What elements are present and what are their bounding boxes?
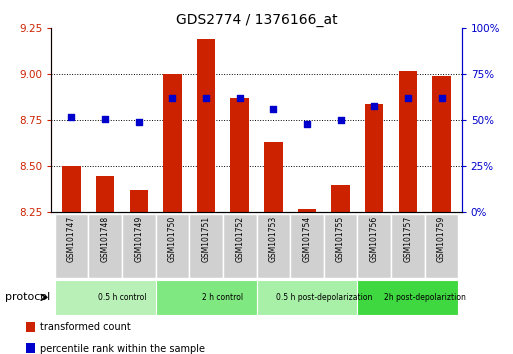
Text: GSM101757: GSM101757	[403, 216, 412, 262]
Point	[303, 121, 311, 127]
Point	[101, 116, 109, 121]
Bar	[155, 214, 189, 278]
Bar	[62, 166, 81, 212]
Text: GSM101751: GSM101751	[202, 216, 210, 262]
Text: transformed count: transformed count	[40, 322, 130, 332]
Text: percentile rank within the sample: percentile rank within the sample	[40, 344, 205, 354]
Bar	[189, 214, 223, 278]
Point	[134, 119, 143, 125]
Bar	[290, 214, 324, 278]
Bar	[324, 214, 358, 278]
Bar	[298, 209, 316, 212]
Bar	[26, 343, 35, 353]
Text: 0.5 h post-depolarization: 0.5 h post-depolarization	[275, 293, 372, 302]
Text: GSM101750: GSM101750	[168, 216, 177, 262]
Bar	[155, 280, 256, 315]
Text: GSM101755: GSM101755	[336, 216, 345, 262]
Text: GSM101754: GSM101754	[303, 216, 311, 262]
Text: 2 h control: 2 h control	[202, 293, 244, 302]
Point	[438, 96, 446, 101]
Bar	[264, 142, 283, 212]
Bar	[365, 104, 384, 212]
Text: 2h post-depolariztion: 2h post-depolariztion	[384, 293, 466, 302]
Text: protocol: protocol	[5, 292, 54, 302]
Text: 0.5 h control: 0.5 h control	[97, 293, 146, 302]
Point	[370, 103, 379, 108]
Bar	[230, 98, 249, 212]
Bar	[122, 214, 155, 278]
Bar	[129, 190, 148, 212]
Text: GSM101759: GSM101759	[437, 216, 446, 262]
Bar	[399, 71, 417, 212]
Bar	[358, 214, 391, 278]
Bar	[425, 214, 458, 278]
Text: GSM101753: GSM101753	[269, 216, 278, 262]
Text: GSM101748: GSM101748	[101, 216, 110, 262]
Point	[269, 107, 278, 112]
Point	[202, 96, 210, 101]
Bar	[96, 176, 114, 212]
Bar	[331, 185, 350, 212]
Text: GSM101747: GSM101747	[67, 216, 76, 262]
Bar	[223, 214, 256, 278]
Point	[168, 96, 176, 101]
Point	[404, 96, 412, 101]
Title: GDS2774 / 1376166_at: GDS2774 / 1376166_at	[175, 13, 338, 27]
Bar	[197, 39, 215, 212]
Bar	[26, 322, 35, 332]
Text: GSM101749: GSM101749	[134, 216, 143, 262]
Point	[337, 118, 345, 123]
Point	[67, 114, 75, 120]
Bar	[88, 214, 122, 278]
Bar	[256, 280, 358, 315]
Bar	[432, 76, 451, 212]
Text: GSM101756: GSM101756	[370, 216, 379, 262]
Bar	[55, 214, 88, 278]
Bar	[391, 214, 425, 278]
Bar	[163, 74, 182, 212]
Bar	[358, 280, 458, 315]
Point	[235, 96, 244, 101]
Bar	[55, 280, 155, 315]
Bar	[256, 214, 290, 278]
Text: GSM101752: GSM101752	[235, 216, 244, 262]
